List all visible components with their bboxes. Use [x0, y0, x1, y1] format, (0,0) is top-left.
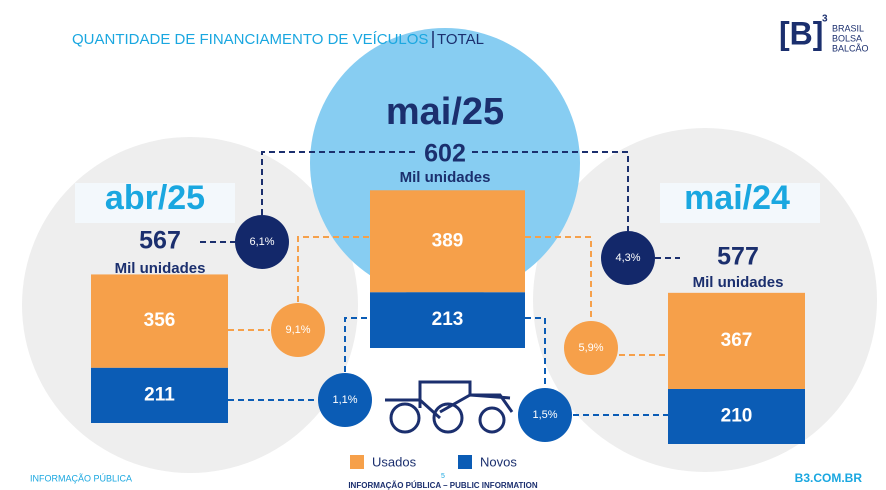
- logo-line: BRASIL: [832, 23, 864, 33]
- period-label: mai/24: [684, 179, 790, 217]
- bar-segment: [91, 274, 228, 368]
- total-value: 567: [139, 227, 181, 255]
- logo-line: BALCÃO: [832, 43, 869, 53]
- bar-segment: [370, 292, 525, 348]
- change-badge: [518, 388, 572, 442]
- value-label: 356: [144, 310, 176, 331]
- total-value: 602: [424, 140, 466, 168]
- logo-sup: 3: [822, 14, 828, 25]
- bar-segment: [370, 190, 525, 293]
- total-unit: Mil unidades: [400, 169, 491, 186]
- page-number: 5: [441, 473, 445, 480]
- change-badge: [564, 321, 618, 375]
- vehicle-icon: [385, 380, 514, 434]
- title: QUANTIDADE DE FINANCIAMENTO DE VEÍCULOS: [72, 31, 428, 48]
- change-label: 5,9%: [578, 342, 603, 354]
- change-label: 6,1%: [249, 236, 274, 248]
- label-band: [660, 183, 820, 223]
- logo-line: BOLSA: [832, 33, 862, 43]
- change-badge: [318, 373, 372, 427]
- period-label: abr/25: [105, 179, 205, 217]
- total-unit: Mil unidades: [115, 260, 206, 277]
- change-label: 4,3%: [615, 252, 640, 264]
- footer-center: INFORMAÇÃO PÚBLICA – PUBLIC INFORMATION: [348, 481, 538, 490]
- value-label: 389: [432, 230, 464, 251]
- legend-swatch: [458, 455, 472, 469]
- bar-segment: [668, 388, 805, 444]
- value-label: 367: [721, 330, 753, 351]
- title-suffix: TOTAL: [437, 31, 484, 48]
- label-band: [75, 183, 235, 223]
- bar-segment: [91, 367, 228, 423]
- legend-swatch: [350, 455, 364, 469]
- value-label: 211: [144, 384, 175, 405]
- change-label: 1,1%: [332, 394, 357, 406]
- change-badge: [235, 215, 289, 269]
- change-label: 9,1%: [285, 324, 310, 336]
- change-label: 1,5%: [532, 409, 557, 421]
- footer-right: B3.COM.BR: [795, 471, 863, 485]
- value-label: 210: [721, 406, 753, 427]
- footer-left: INFORMAÇÃO PÚBLICA: [30, 473, 132, 483]
- total-value: 577: [717, 243, 759, 271]
- logo-mark: [B]: [779, 15, 823, 51]
- change-badge: [271, 303, 325, 357]
- bar-segment: [668, 292, 805, 389]
- connectors: [200, 151, 680, 416]
- total-unit: Mil unidades: [693, 274, 784, 291]
- legend-label: Novos: [480, 454, 517, 469]
- period-label: mai/25: [386, 91, 504, 133]
- legend-label: Usados: [372, 454, 417, 469]
- value-label: 213: [432, 309, 464, 330]
- change-badge: [601, 231, 655, 285]
